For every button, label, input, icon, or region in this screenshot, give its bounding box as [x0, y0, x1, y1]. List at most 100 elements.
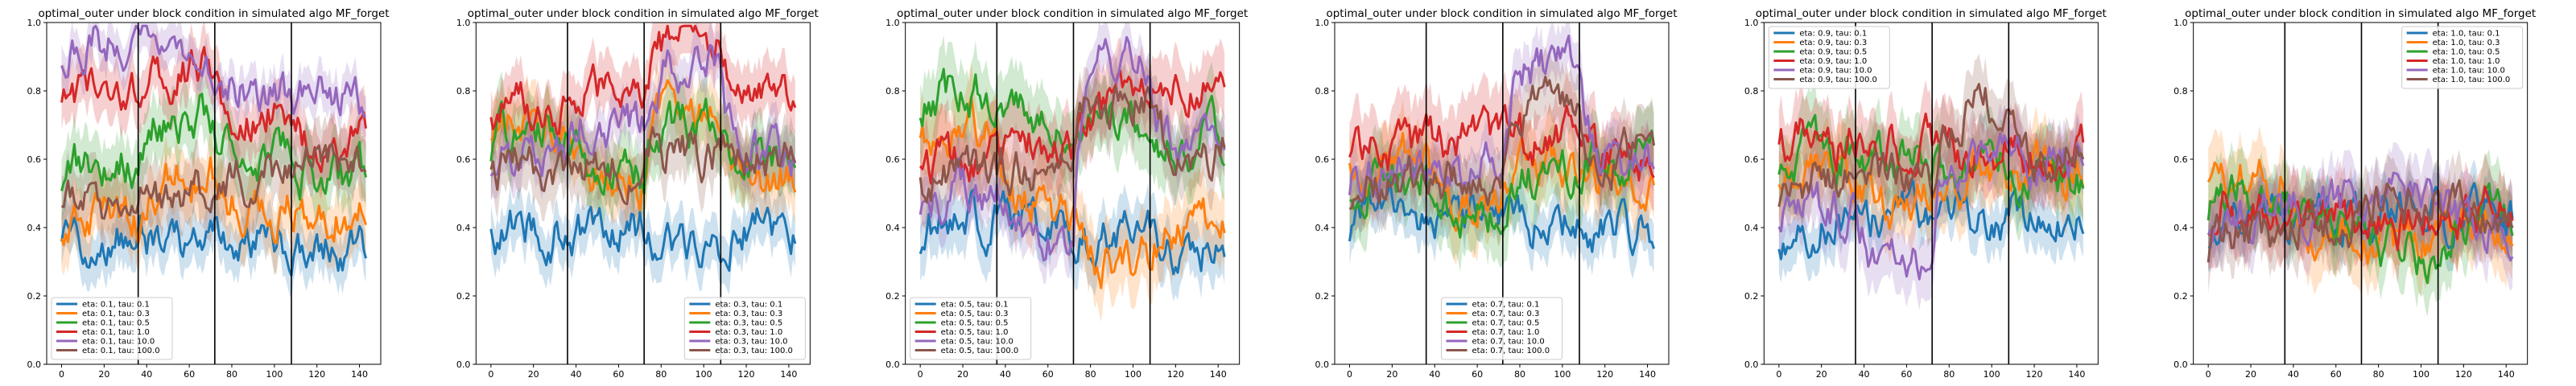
y-tick-label: 0.2 [456, 291, 471, 302]
series-line-3 [489, 97, 797, 196]
y-tick-label: 0.2 [2174, 291, 2188, 302]
y-tick-label: 0.6 [27, 154, 42, 165]
x-tick-label: 140 [2498, 369, 2515, 380]
x-tick-label: 20 [957, 369, 968, 380]
y-tick-label: 1.0 [1744, 18, 1759, 28]
legend-entry-label: eta: 0.1, tau: 100.0 [82, 347, 160, 355]
series-line-1 [60, 214, 367, 277]
x-tick-label: 20 [98, 369, 109, 380]
x-tick-label: 60 [1901, 369, 1912, 380]
axes-frame [1334, 22, 1670, 365]
x-tick-label: 120 [2026, 369, 2043, 380]
plot-area [1777, 53, 2085, 310]
series-line-4 [489, 24, 797, 136]
x-tick-label: 120 [308, 369, 325, 380]
x-tick-label: 20 [1816, 369, 1827, 380]
legend-entry-label: eta: 0.7, tau: 1.0 [1472, 328, 1540, 337]
chart-title: optimal_outer under block condition in s… [38, 7, 389, 20]
legend-entry-label: eta: 0.9, tau: 0.3 [1799, 39, 1867, 47]
confidence-band-series-3 [920, 35, 1225, 207]
legend-entry-label: eta: 0.1, tau: 0.3 [82, 310, 150, 318]
y-tick-label: 0.4 [886, 223, 900, 233]
legend-box [910, 297, 1032, 360]
y-tick-label: 0.2 [1315, 291, 1330, 302]
y-tick-label: 0.4 [27, 223, 42, 233]
confidence-band-series-5 [1778, 102, 2083, 310]
series-line-6 [1348, 76, 1655, 211]
plot-area [1348, 23, 1655, 279]
confidence-band-series-5 [61, 23, 366, 138]
plot-area [489, 23, 797, 295]
y-tick-label: 0.8 [1744, 86, 1759, 96]
axes-frame [905, 22, 1241, 365]
y-tick-label: 0.6 [1315, 154, 1330, 165]
y-tick-label: 0.8 [2174, 86, 2188, 96]
x-tick-label: 0 [2206, 369, 2211, 380]
x-tick-label: 20 [1386, 369, 1397, 380]
x-tick-label: 80 [226, 369, 237, 380]
chart-panel-5: optimal_outer under block condition in s… [1744, 7, 2107, 380]
plot-area [919, 23, 1226, 322]
x-tick-label: 40 [1859, 369, 1870, 380]
y-tick-label: 1.0 [456, 18, 471, 28]
x-tick-label: 60 [1472, 369, 1483, 380]
series-line-4 [919, 69, 1226, 185]
series-line-6 [489, 125, 797, 206]
chart-panel-2: optimal_outer under block condition in s… [456, 7, 819, 380]
legend-entry-label: eta: 0.9, tau: 1.0 [1799, 57, 1867, 66]
legend-entry-label: eta: 1.0, tau: 1.0 [2433, 57, 2500, 66]
x-tick-label: 120 [2455, 369, 2472, 380]
y-tick-label: 1.0 [1315, 18, 1330, 28]
y-tick-label: 0.8 [27, 86, 42, 96]
x-tick-label: 100 [266, 369, 283, 380]
series-line-6 [1777, 83, 2085, 207]
x-tick-label: 60 [184, 369, 195, 380]
legend-box [2401, 26, 2524, 89]
legend-entry-label: eta: 0.7, tau: 0.1 [1472, 301, 1540, 310]
legend-entry-label: eta: 0.9, tau: 10.0 [1799, 67, 1872, 76]
series-line-1 [1777, 179, 2085, 261]
x-tick-label: 140 [780, 369, 797, 380]
series-line-1 [919, 188, 1226, 276]
y-tick-label: 0.6 [2174, 154, 2188, 165]
chart-panel-4: optimal_outer under block condition in s… [1315, 7, 1678, 380]
x-tick-label: 40 [1429, 369, 1440, 380]
x-tick-label: 0 [918, 369, 923, 380]
legend-box [51, 297, 173, 360]
chart-title: optimal_outer under block condition in s… [2185, 7, 2536, 20]
x-tick-label: 140 [1639, 369, 1656, 380]
legend-box [1768, 26, 1890, 89]
y-tick-label: 0.0 [2174, 359, 2188, 370]
y-tick-label: 0.0 [27, 359, 42, 370]
x-tick-label: 60 [1042, 369, 1054, 380]
legend-entry-label: eta: 1.0, tau: 0.5 [2433, 48, 2500, 57]
x-tick-label: 0 [1347, 369, 1352, 380]
x-tick-label: 80 [1943, 369, 1955, 380]
y-tick-label: 0.4 [1315, 223, 1330, 233]
legend-entry-label: eta: 0.3, tau: 10.0 [715, 338, 787, 347]
x-tick-label: 80 [655, 369, 667, 380]
plot-area [2207, 125, 2514, 318]
x-tick-label: 140 [351, 369, 368, 380]
confidence-band-series-4 [920, 36, 1225, 218]
legend-entry-label: eta: 0.3, tau: 1.0 [715, 328, 782, 337]
y-tick-label: 0.6 [886, 154, 900, 165]
confidence-band-series-4 [61, 23, 366, 199]
plot-area [60, 23, 367, 300]
y-tick-label: 0.8 [456, 86, 471, 96]
confidence-band-series-1 [1349, 157, 1654, 279]
x-tick-label: 80 [1514, 369, 1525, 380]
axes-frame [1763, 22, 2099, 365]
x-tick-label: 40 [571, 369, 582, 380]
series-line-6 [2207, 179, 2514, 263]
legend-entry-label: eta: 0.5, tau: 0.5 [941, 319, 1009, 328]
axes-frame [46, 22, 382, 365]
legend-entry-label: eta: 0.1, tau: 1.0 [82, 328, 150, 337]
x-tick-label: 60 [613, 369, 624, 380]
confidence-band-series-6 [2208, 150, 2513, 294]
series-line-3 [1349, 129, 1655, 239]
legend-entry-label: eta: 0.3, tau: 0.5 [715, 319, 782, 328]
